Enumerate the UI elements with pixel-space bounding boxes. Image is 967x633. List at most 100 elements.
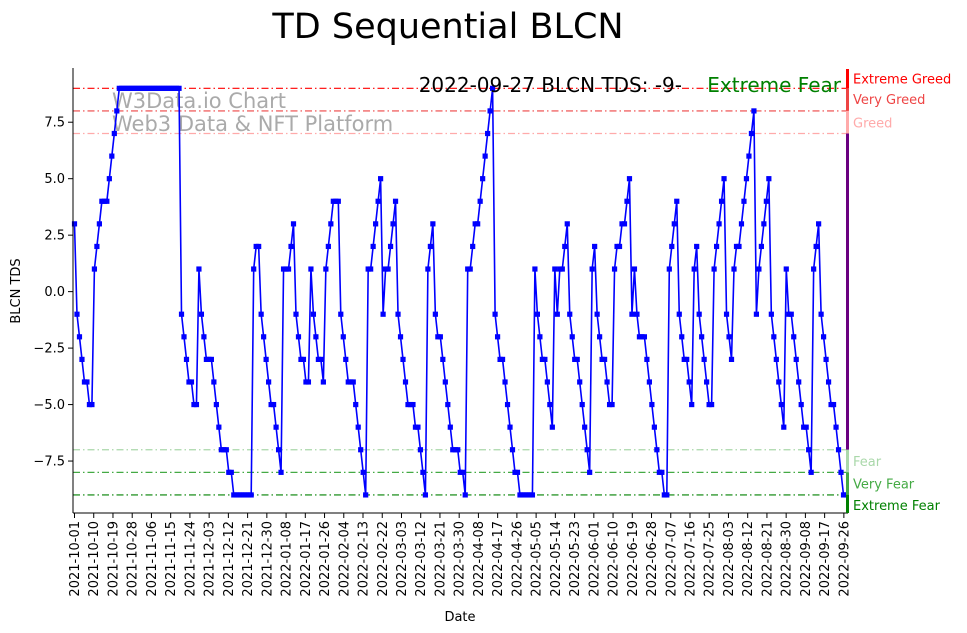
series-line xyxy=(73,87,846,496)
x-tick-label: 2022-03-21 xyxy=(433,521,448,597)
data-point xyxy=(293,311,299,317)
x-tick-label: 2021-10-01 xyxy=(68,521,83,597)
x-tick-label: 2022-09-26 xyxy=(837,521,852,597)
data-point xyxy=(616,243,623,250)
x-tick-label: 2021-11-24 xyxy=(183,521,198,597)
chart-title: TD Sequential BLCN xyxy=(271,7,623,47)
x-tick-label: 2022-01-26 xyxy=(318,521,333,597)
data-point xyxy=(310,311,317,317)
x-tick-label: 2022-04-26 xyxy=(510,521,525,597)
x-tick-label: 2022-09-17 xyxy=(818,521,833,597)
data-point xyxy=(437,334,443,340)
data-point xyxy=(694,243,700,250)
data-point xyxy=(248,492,254,498)
data-point xyxy=(261,334,267,340)
data-point xyxy=(562,243,568,250)
data-point xyxy=(604,379,610,385)
data-point xyxy=(340,334,346,340)
data-point xyxy=(504,401,511,408)
x-tick-label: 2022-08-21 xyxy=(760,521,775,597)
x-tick-label: 2021-11-06 xyxy=(145,521,160,597)
y-tick-label: 0.0 xyxy=(44,285,65,300)
data-point xyxy=(509,447,516,453)
data-point xyxy=(806,447,812,453)
data-point xyxy=(193,401,200,408)
data-point xyxy=(328,221,334,227)
data-point xyxy=(773,356,779,362)
data-point xyxy=(701,356,707,362)
data-point xyxy=(738,221,745,227)
data-point xyxy=(771,334,777,340)
x-tick-label: 2021-12-30 xyxy=(260,521,275,597)
data-point xyxy=(485,130,491,137)
data-point xyxy=(397,334,404,340)
data-point xyxy=(111,130,117,137)
x-tick-label: 2022-06-28 xyxy=(645,521,660,597)
data-point xyxy=(544,379,550,385)
axes xyxy=(72,68,848,514)
data-point xyxy=(373,221,379,227)
data-point xyxy=(803,424,809,430)
data-point xyxy=(574,356,580,362)
data-point xyxy=(726,334,732,340)
data-point xyxy=(579,401,585,408)
data-point xyxy=(467,266,473,272)
data-point xyxy=(84,379,90,385)
x-tick-label: 2022-03-30 xyxy=(453,521,468,597)
data-point xyxy=(480,176,486,182)
data-point xyxy=(447,424,453,430)
data-point xyxy=(402,379,409,385)
band-label-fear: Fear xyxy=(853,455,882,470)
data-point xyxy=(176,85,182,91)
data-point xyxy=(781,424,787,430)
data-point xyxy=(651,424,657,430)
band-label-extreme-greed: Extreme Greed xyxy=(853,72,951,87)
data-point xyxy=(577,379,583,385)
data-point xyxy=(743,176,750,182)
data-point xyxy=(308,266,314,272)
data-point xyxy=(699,334,705,340)
data-point xyxy=(621,221,628,227)
data-point xyxy=(798,401,804,408)
band-label-extreme-fear: Extreme Fear xyxy=(853,499,941,514)
data-point xyxy=(96,221,102,227)
x-tick-label: 2022-04-08 xyxy=(472,521,487,597)
data-point xyxy=(641,334,648,340)
data-point xyxy=(671,221,677,227)
data-point xyxy=(114,108,120,114)
data-point xyxy=(370,243,376,250)
data-point xyxy=(430,221,436,227)
data-point xyxy=(833,424,839,430)
data-point xyxy=(567,311,573,317)
series-polyline xyxy=(73,87,846,496)
sentiment-bar-segment xyxy=(846,69,849,89)
data-point xyxy=(79,356,85,362)
sentiment-bar-segment xyxy=(846,472,849,495)
data-point xyxy=(542,356,548,362)
data-point xyxy=(390,221,396,227)
data-point xyxy=(475,221,481,227)
data-point xyxy=(71,221,78,227)
y-tick-label: −5.0 xyxy=(33,398,65,413)
data-point xyxy=(363,492,369,498)
data-point xyxy=(273,424,279,430)
data-point xyxy=(350,379,356,385)
data-point xyxy=(415,424,421,430)
data-point xyxy=(830,401,837,408)
watermark: W3Data.io Chart Web3 Data & NFT Platform xyxy=(112,89,393,136)
data-point xyxy=(323,266,329,272)
data-point xyxy=(753,311,760,317)
x-tick-label: 2021-10-19 xyxy=(106,521,121,597)
sentiment-bar-segment xyxy=(846,133,849,450)
y-axis-label: BLCN TDS xyxy=(9,258,24,323)
x-tick-label: 2022-03-03 xyxy=(395,521,410,597)
data-point xyxy=(201,334,207,340)
data-point xyxy=(91,266,98,272)
band-label-greed: Greed xyxy=(853,117,892,132)
data-point xyxy=(634,311,640,317)
data-point xyxy=(502,379,508,385)
data-point xyxy=(684,356,690,362)
data-point xyxy=(659,469,665,475)
data-point xyxy=(228,469,234,475)
x-tick-label: 2021-10-28 xyxy=(126,521,141,597)
